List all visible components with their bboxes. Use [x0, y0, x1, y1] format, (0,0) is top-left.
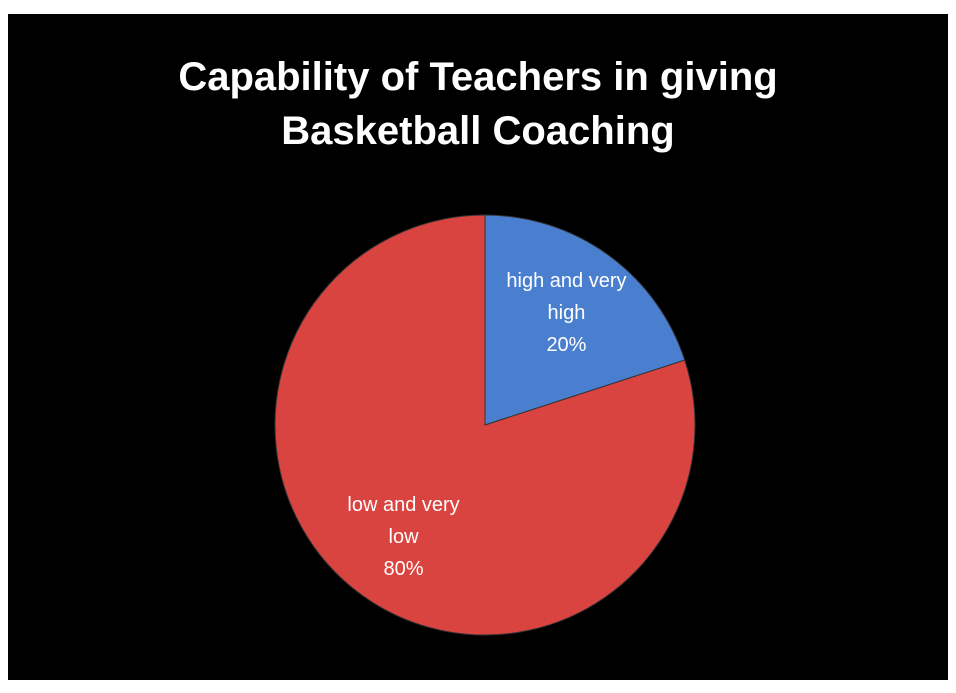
slice-label: low and very low 80%	[324, 489, 484, 585]
chart-title: Capability of Teachers in giving Basketb…	[178, 55, 778, 153]
pie	[274, 214, 696, 636]
pie-slice	[484, 214, 686, 426]
slice-label: high and very high 20%	[486, 265, 646, 361]
slice-value: 80%	[383, 558, 424, 581]
chart: Capability of Teachers in giving Basketb…	[8, 14, 948, 680]
slice-value: 20%	[546, 333, 587, 356]
slice-name: low and very low	[347, 494, 460, 549]
pie-slice	[274, 214, 696, 636]
chart-title-wrap: Capability of Teachers in giving Basketb…	[8, 50, 948, 158]
slice-name: high and very high	[506, 269, 627, 324]
